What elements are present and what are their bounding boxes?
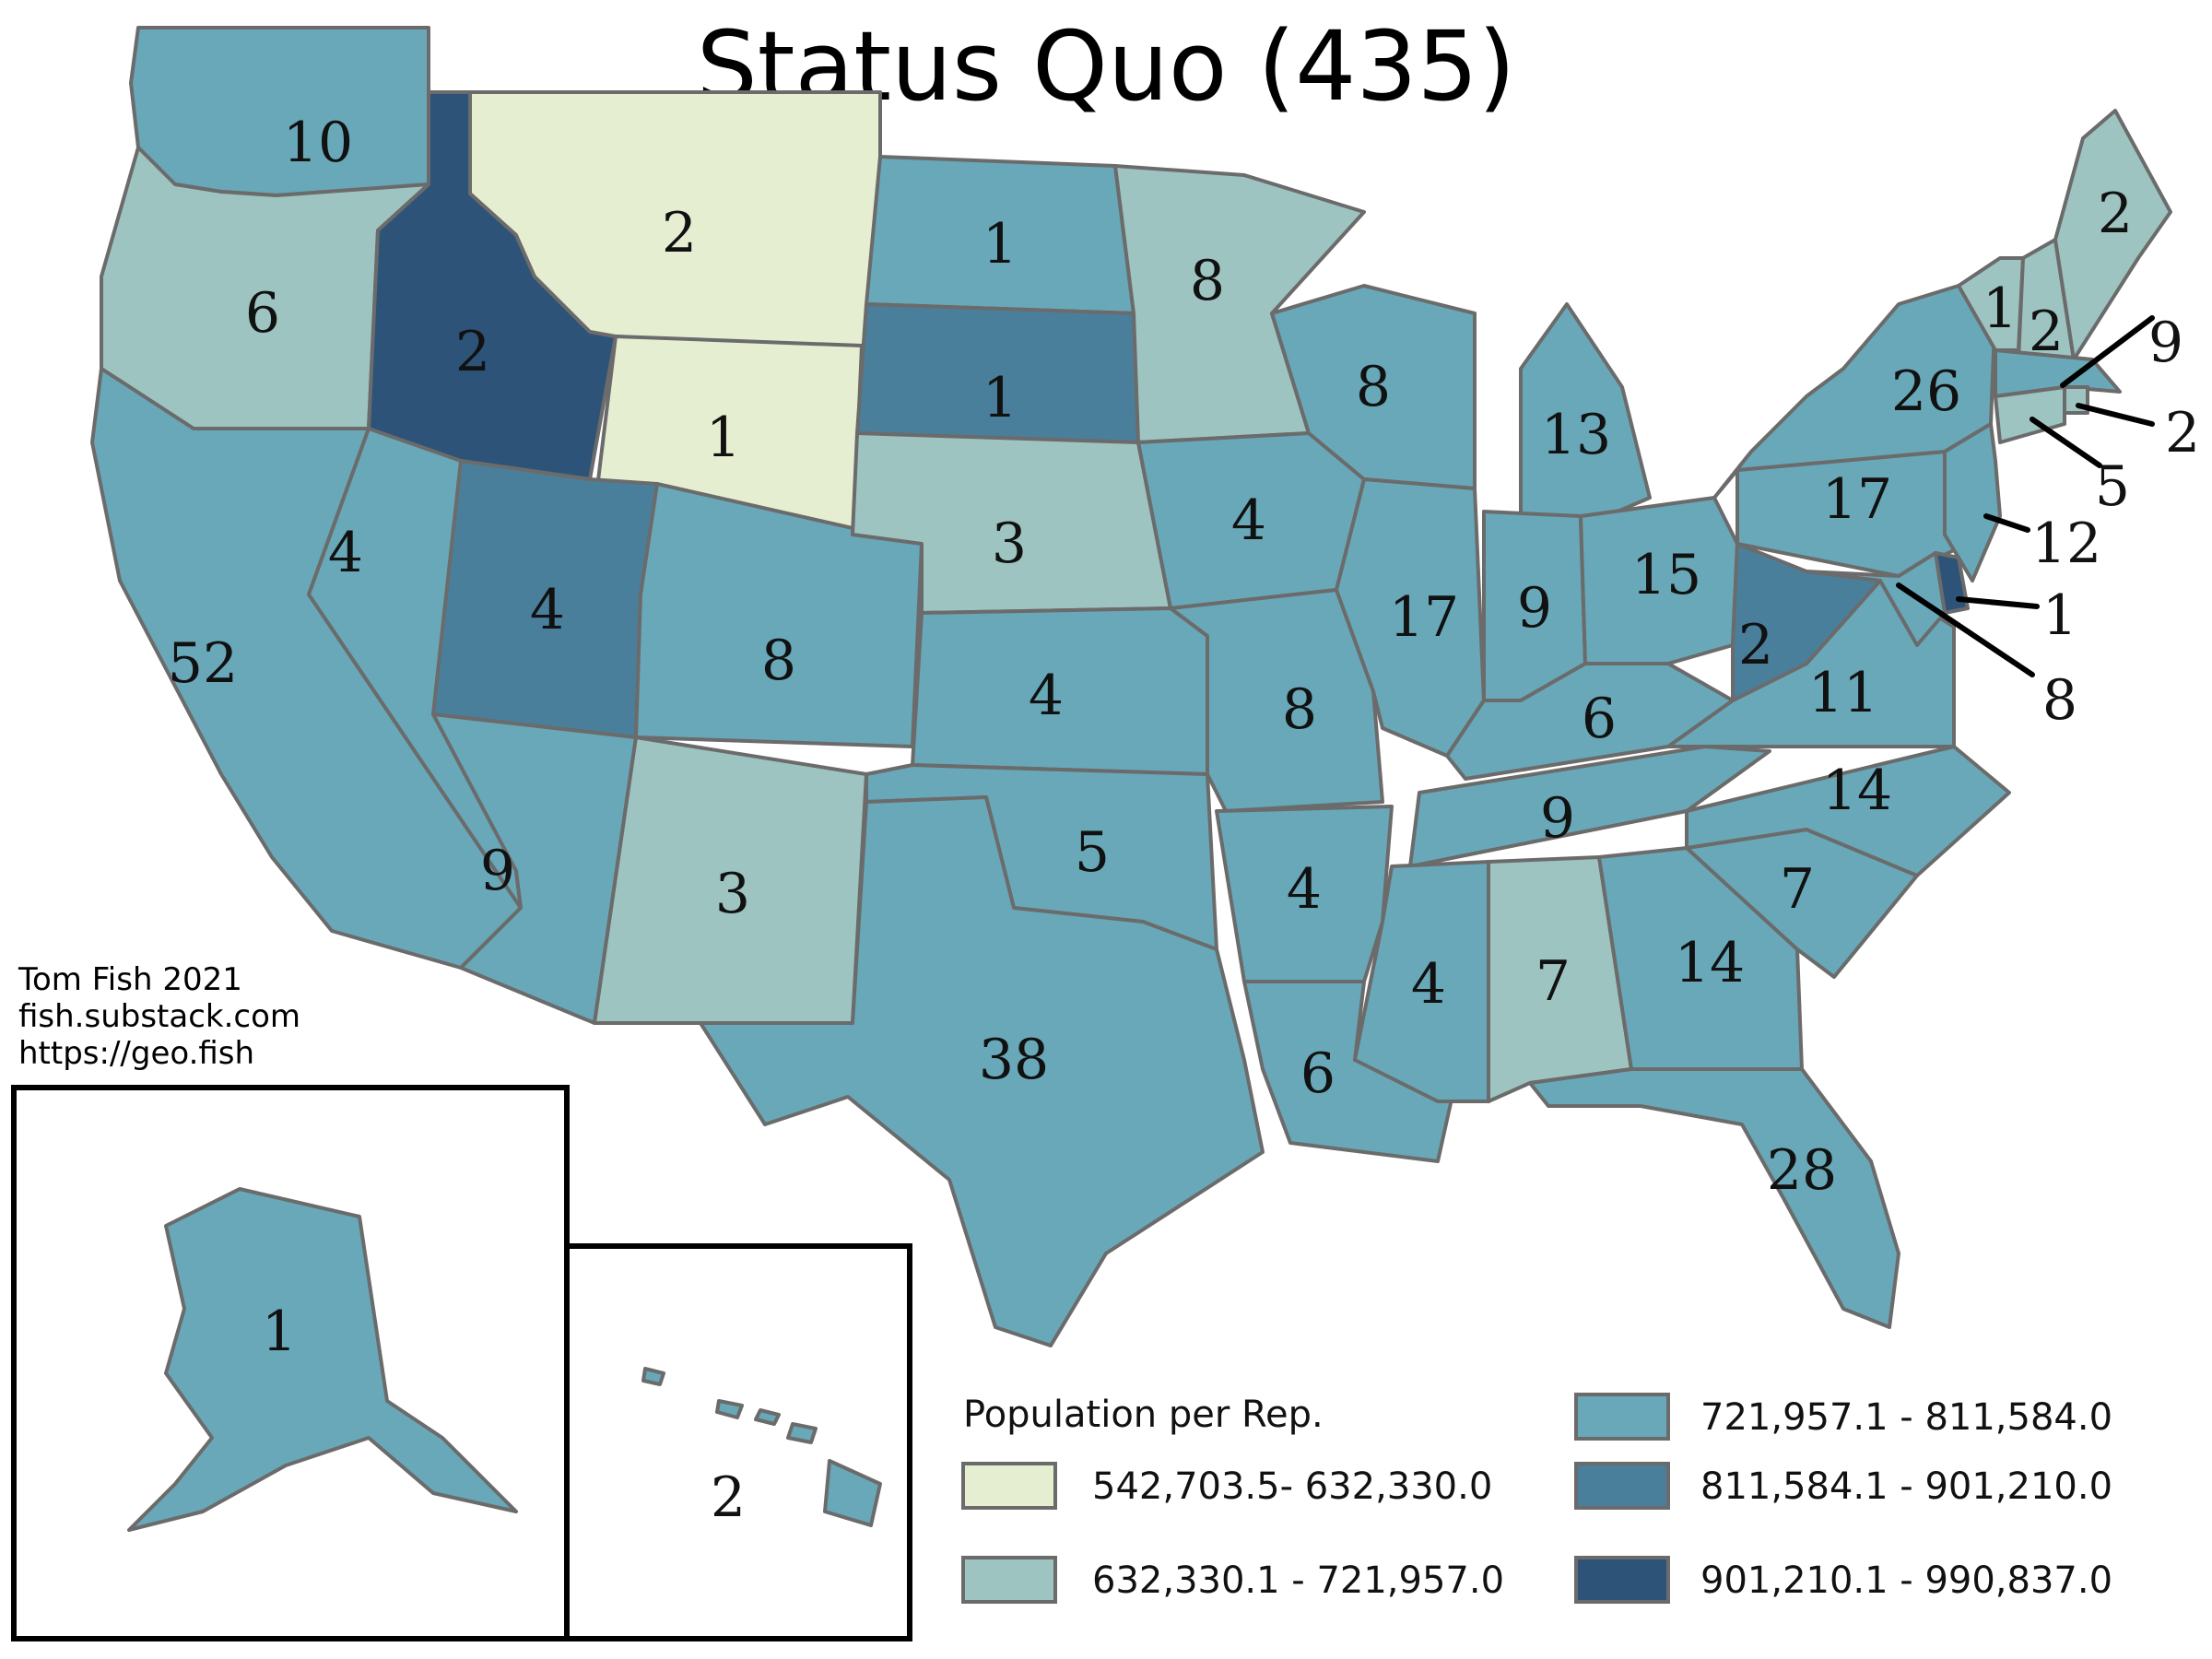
seats-label-utah: 4 [530, 578, 565, 642]
leader-line-connecticut [2030, 417, 2102, 468]
seats-label-wisconsin: 8 [1356, 355, 1391, 419]
state-texas [699, 795, 1265, 1347]
seats-label-missouri: 8 [1282, 677, 1317, 742]
seats-label-vermont: 1 [1983, 276, 2018, 341]
state-arkansas [1215, 805, 1394, 983]
seats-label-iowa: 4 [1231, 488, 1266, 553]
legend-label-3: 721,957.1 - 811,584.0 [1700, 1396, 2112, 1439]
seats-label-maryland: 8 [2042, 668, 2077, 733]
state-tennessee [1408, 745, 1771, 868]
seats-label-rhode-island: 2 [2165, 401, 2200, 465]
seats-label-hawaii: 2 [711, 1465, 746, 1530]
credit-url: https://geo.fish [18, 1035, 254, 1072]
state-illinois [1335, 477, 1486, 758]
seats-label-arkansas: 4 [1287, 857, 1322, 922]
seats-label-nevada: 4 [328, 521, 363, 585]
seats-label-oregon: 6 [245, 281, 280, 346]
state-georgia [1597, 846, 1804, 1071]
legend-items: 542,703.5- 632,330.0 632,330.1 - 721,957.… [961, 1393, 2112, 1604]
state-california [90, 367, 523, 970]
state-new-jersey [1943, 422, 2002, 582]
seats-label-new-hampshire: 2 [2029, 300, 2064, 364]
seats-label-oklahoma: 5 [1075, 820, 1110, 885]
hawaii-inset-frame [564, 1243, 912, 1641]
state-kentucky [1445, 662, 1735, 781]
leader-line-delaware [1956, 596, 2040, 609]
seats-label-new-jersey: 12 [2031, 512, 2101, 576]
seats-label-nebraska: 3 [992, 512, 1027, 576]
seats-label-massachusetts: 9 [2148, 311, 2183, 375]
seats-label-alaska: 1 [262, 1300, 297, 1364]
legend-title: Population per Rep. [963, 1394, 1324, 1436]
seats-label-ohio: 15 [1631, 543, 1701, 607]
credits: Tom Fish 2021 fish.substack.com https://… [18, 961, 300, 1072]
seats-label-pennsylvania: 17 [1822, 467, 1892, 532]
seats-label-virginia: 11 [1808, 661, 1878, 725]
state-florida [1528, 1067, 1900, 1329]
seats-label-mississippi: 4 [1411, 952, 1446, 1017]
leader-line-maryland [1896, 582, 2035, 677]
seats-label-north-carolina: 14 [1822, 759, 1892, 823]
credit-substack: fish.substack.com [18, 998, 300, 1035]
seats-label-kentucky: 6 [1582, 687, 1617, 751]
legend: Population per Rep. 542,703.5- 632,330.0… [961, 1393, 2112, 1604]
legend-swatch-2 [961, 1556, 1057, 1604]
states-layer [90, 26, 2172, 1347]
seats-label-michigan: 13 [1541, 403, 1611, 467]
seats-label-arizona: 9 [480, 839, 515, 903]
legend-label-5: 901,210.1 - 990,837.0 [1700, 1559, 2112, 1602]
legend-swatch-5 [1574, 1556, 1670, 1604]
seats-label-kansas: 4 [1029, 664, 1064, 728]
seats-label-new-mexico: 3 [715, 862, 750, 926]
seats-label-maine: 2 [2098, 182, 2133, 246]
legend-swatch-4 [1574, 1462, 1670, 1510]
seats-label-north-dakota: 1 [982, 212, 1018, 276]
legend-swatch-1 [961, 1462, 1057, 1510]
leader-line-rhode-island [2076, 403, 2155, 427]
seats-label-texas: 38 [979, 1028, 1049, 1092]
state-washington [129, 26, 430, 197]
seats-label-minnesota: 8 [1190, 249, 1225, 313]
seats-label-tennessee: 9 [1540, 786, 1575, 851]
seats-label-delaware: 1 [2042, 583, 2077, 648]
state-hawaii [641, 1367, 882, 1527]
leader-line-massachusetts [2060, 315, 2155, 388]
seats-label-washington: 10 [283, 111, 353, 175]
state-alaska [127, 1187, 518, 1532]
legend-label-4: 811,584.1 - 901,210.0 [1700, 1465, 2112, 1508]
seats-label-colorado: 8 [761, 629, 796, 693]
credit-author: Tom Fish 2021 [18, 961, 242, 998]
seats-label-south-carolina: 7 [1780, 857, 1815, 922]
seats-label-california: 52 [168, 631, 238, 696]
state-louisiana [1242, 980, 1458, 1163]
leader-line-new-jersey [1983, 513, 2030, 533]
seats-label-west-virginia: 2 [1738, 613, 1773, 677]
legend-swatch-3 [1574, 1393, 1670, 1441]
seats-label-illinois: 17 [1389, 585, 1459, 650]
leader-lines [1896, 315, 2155, 677]
seats-label-georgia: 14 [1675, 931, 1745, 995]
seats-label-idaho: 2 [455, 320, 490, 384]
seats-label-montana: 2 [662, 201, 697, 265]
seats-label-florida: 28 [1767, 1138, 1837, 1203]
seats-label-wyoming: 1 [706, 406, 741, 470]
state-new-york [1712, 284, 1997, 500]
seats-label-new-york: 26 [1891, 359, 1961, 424]
seats-label-south-dakota: 1 [982, 366, 1018, 430]
legend-label-2: 632,330.1 - 721,957.0 [1092, 1559, 1504, 1602]
insets-layer: 12 [127, 1187, 882, 1532]
seats-label-louisiana: 6 [1300, 1041, 1335, 1106]
seats-label-alabama: 7 [1535, 949, 1571, 1014]
seats-label-indiana: 9 [1517, 576, 1552, 641]
legend-label-1: 542,703.5- 632,330.0 [1092, 1465, 1492, 1508]
state-massachusetts [1994, 348, 2122, 398]
